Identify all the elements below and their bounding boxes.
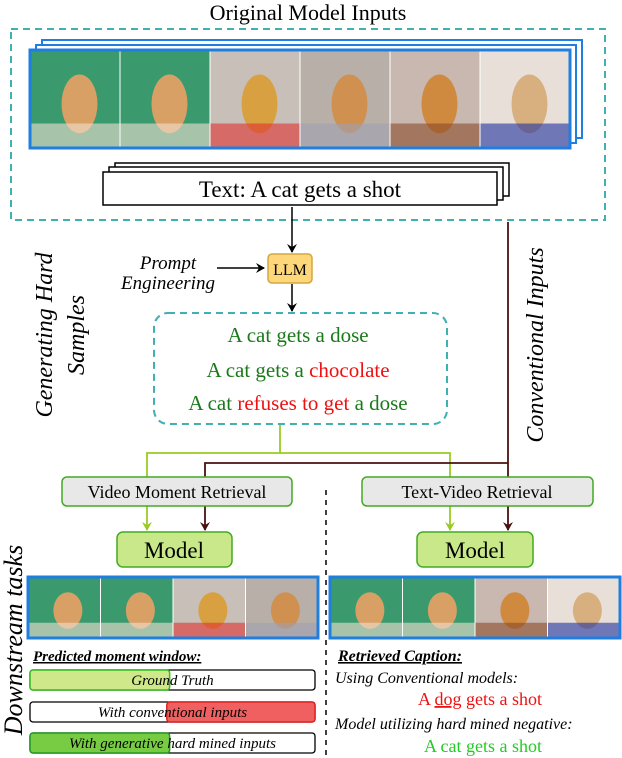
task-label-tvr: Text-Video Retrieval [401,482,552,502]
moment-bar-label: Ground Truth [131,673,213,689]
connectors [142,222,513,531]
video-strip-left [27,577,318,638]
video-strip-right-frame [328,575,622,640]
hard-samples-box [153,312,448,425]
caption-part: gets a shot [462,689,543,709]
thumbnail-ground [300,123,390,148]
animal-shape [355,592,385,629]
thumbnail-ground [120,123,210,148]
animal-shape [270,592,300,629]
input-text: Text: A cat gets a shot [199,177,402,202]
hard-sample-part: A cat gets a [206,358,309,382]
wrong-word: dog [435,689,462,709]
thumbnail-ground [480,123,570,148]
moment-bar-label: With generative hard mined inputs [69,736,276,752]
thumbnail-ground [245,622,318,638]
text-input-stack: Text: A cat gets a shot [102,162,510,206]
model-box-right [416,531,534,568]
hard-mined-caption: A cat gets a shot [424,736,542,756]
animal-shape [572,592,602,629]
thumbnail-ground [402,622,475,638]
animal-shape [151,74,188,134]
retrieval-heading: Retrieved Caption: [337,648,462,665]
thumbnail-ground [30,123,120,148]
animal-shape [125,592,155,629]
task-box-vmr [61,476,293,507]
original-inputs-box [10,28,606,221]
prompt-label-2: Engineering [120,273,215,294]
hard-sample-1: A cat gets a dose [227,323,368,347]
animal-shape [61,74,98,134]
animal-shape [421,74,458,134]
video-frame-stack [28,39,583,150]
hard-sample-2: A cat gets a chocolate [206,358,389,382]
llm-label: LLM [273,262,307,279]
hard-mined-label: Model utilizing hard mined negative: [334,716,573,733]
animal-shape [331,74,368,134]
animal-shape [53,592,83,629]
thumbnail-ground [100,622,173,638]
animal-shape [427,592,457,629]
model-box-left [116,531,233,568]
moment-window-fill [29,669,171,691]
moment-bar-label: With conventional inputs [98,705,247,721]
video-thumbnails [29,50,570,148]
thumbnail-ground [547,622,620,638]
video-strip-right [329,577,620,638]
hard-sample-part: A cat gets a dose [227,323,368,347]
animal-shape [198,592,228,629]
conventional-label: Conventional Inputs [523,247,549,442]
thumbnail-ground [28,622,101,638]
hard-sample-part: A cat [188,391,237,415]
thumbnail-ground [210,123,300,148]
hard-sample-part: a dose [349,391,407,415]
video-strip-left-frame [26,575,320,640]
title: Original Model Inputs [210,0,407,25]
prompt-label-1: Prompt [139,253,197,274]
conventional-models-label: Using Conventional models: [335,670,518,687]
downstream-label: Downstream tasks [0,545,28,736]
moment-bars: Ground Truth With conventional inputs With… [29,669,316,754]
thumbnail-ground [173,622,246,638]
thumbnail-ground [390,123,480,148]
hard-sample-part: chocolate [309,358,389,382]
llm-box [267,253,313,284]
thumbnail-ground [475,622,548,638]
generating-label-2: Samples [64,295,90,375]
animal-shape [500,592,530,629]
moment-window-fill [29,732,171,754]
conventional-caption: A dog gets a shot [418,689,542,709]
task-box-tvr [361,476,594,507]
animal-shape [511,74,548,134]
model-label-right: Model [445,538,505,563]
moment-heading: Predicted moment window: [33,649,201,665]
thumbnail-ground [330,622,403,638]
caption-part: A [418,689,435,709]
hard-sample-3: A cat refuses to get a dose [188,391,407,415]
task-label-vmr: Video Moment Retrieval [88,482,267,502]
generating-label-1: Generating Hard [32,251,58,417]
animal-shape [241,74,278,134]
moment-window-fill [166,701,316,723]
hard-sample-part: refuses to get [237,391,349,415]
model-label-left: Model [144,538,204,563]
